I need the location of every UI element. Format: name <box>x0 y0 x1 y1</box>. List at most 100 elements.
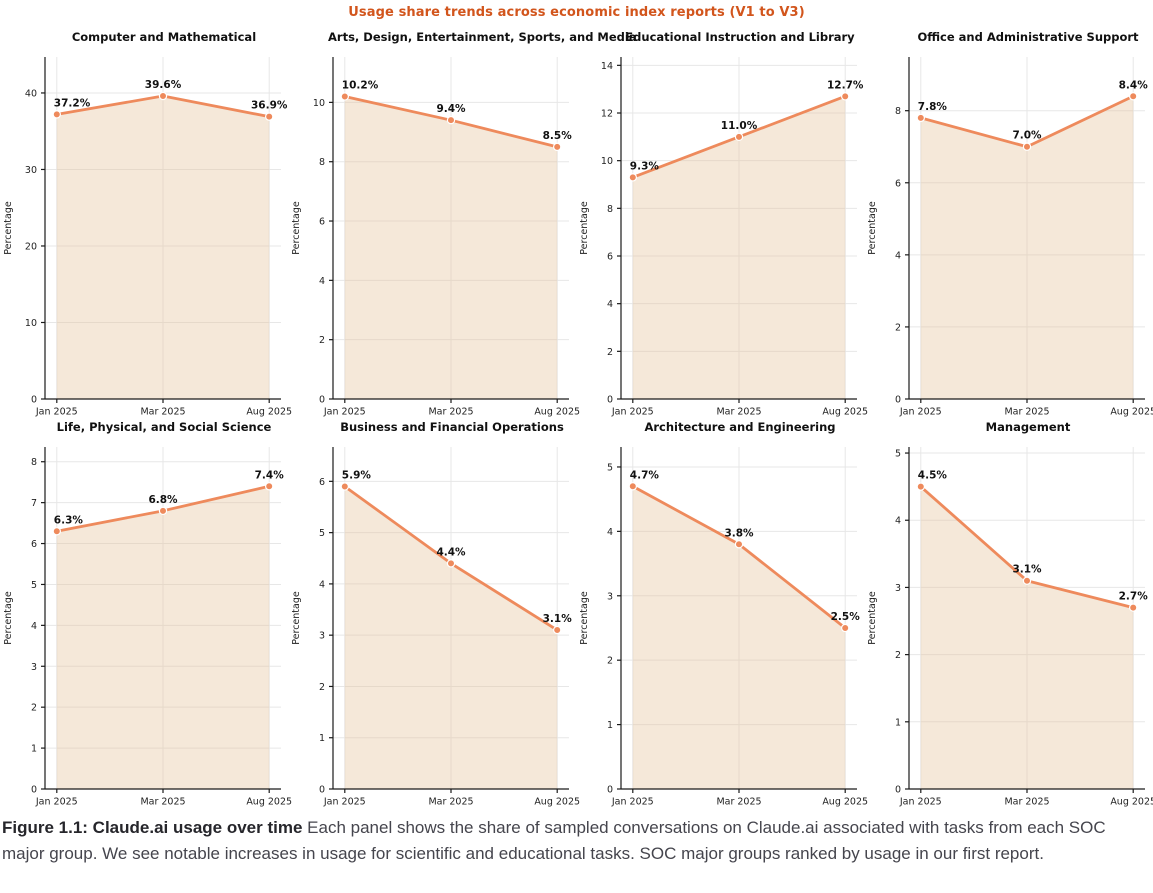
x-tick-label: Jan 2025 <box>323 797 366 808</box>
data-point-label: 12.7% <box>827 79 864 91</box>
data-point-label: 8.4% <box>1119 79 1149 91</box>
y-axis-label: Percentage <box>3 591 14 645</box>
y-tick-label: 6 <box>31 539 37 550</box>
x-tick-label: Mar 2025 <box>1004 407 1049 418</box>
y-tick-label: 8 <box>31 457 37 468</box>
y-tick-label: 5 <box>895 449 901 460</box>
y-tick-label: 6 <box>319 477 325 488</box>
x-tick-label: Aug 2025 <box>534 797 580 808</box>
chart-panel: Educational Instruction and Library 0 2 4 6… <box>576 25 868 418</box>
y-tick-label: 0 <box>319 785 325 796</box>
y-axis-label: Percentage <box>579 591 590 645</box>
y-tick-label: 3 <box>31 662 37 673</box>
panel-title: Computer and Mathematical <box>71 30 257 44</box>
y-axis-label: Percentage <box>579 201 590 255</box>
chart-panel: Architecture and Engineering 0 1 2 3 4 5 Jan 2… <box>576 415 868 808</box>
y-tick-label: 0 <box>607 785 613 796</box>
data-point-label: 2.7% <box>1119 591 1149 603</box>
y-tick-label: 0 <box>31 395 37 406</box>
chart-panel: Office and Administrative Support 0 2 4 6 8 J… <box>864 25 1153 418</box>
data-point-marker <box>916 113 926 123</box>
y-tick-label: 20 <box>25 241 37 252</box>
x-tick-label: Aug 2025 <box>534 407 580 418</box>
data-point-marker <box>52 527 62 536</box>
area-fill <box>56 486 270 789</box>
y-tick-label: 14 <box>601 61 613 72</box>
data-point-label: 7.8% <box>918 101 948 113</box>
data-point-label: 3.1% <box>543 613 573 625</box>
data-point-marker <box>446 559 456 568</box>
line-chart: 0 2 4 6 8 10 12 14 Jan 2025 Mar 2025 Aug 2025 Perce… <box>579 57 868 418</box>
y-tick-label: 1 <box>895 717 901 728</box>
data-point-label: 3.8% <box>724 527 754 539</box>
y-tick-label: 10 <box>601 156 613 167</box>
line-chart: 0 1 2 3 4 5 6 Jan 2025 Mar 2025 Aug 2025 Percentag… <box>291 447 580 808</box>
panel-title: Life, Physical, and Social Science <box>56 420 272 434</box>
y-tick-label: 4 <box>319 276 325 287</box>
line-chart: 0 1 2 3 4 5 Jan 2025 Mar 2025 Aug 2025 Percentage… <box>867 447 1153 808</box>
x-tick-label: Mar 2025 <box>428 407 473 418</box>
data-point-marker <box>340 92 350 101</box>
y-axis-label: Percentage <box>3 201 14 255</box>
line-chart: 0 10 20 30 40 Jan 2025 Mar 2025 Aug 2025 Percent… <box>3 57 292 418</box>
y-tick-label: 8 <box>319 157 325 168</box>
data-point-marker <box>628 482 638 491</box>
x-tick-label: Mar 2025 <box>140 797 185 808</box>
y-tick-label: 7 <box>31 498 37 509</box>
x-tick-label: Aug 2025 <box>822 797 868 808</box>
data-point-label: 4.7% <box>630 469 660 481</box>
panel-grid: Computer and Mathematical 0 10 20 30 40 Jan 2… <box>0 25 1153 808</box>
data-point-marker <box>841 92 850 101</box>
data-point-marker <box>734 132 744 142</box>
data-point-label: 39.6% <box>145 79 182 91</box>
data-point-label: 36.9% <box>251 100 288 112</box>
y-tick-label: 3 <box>607 591 613 602</box>
area-fill <box>344 486 558 789</box>
x-tick-label: Aug 2025 <box>822 407 868 418</box>
panel-title: Architecture and Engineering <box>644 420 836 434</box>
x-tick-label: Jan 2025 <box>611 797 654 808</box>
area-fill <box>632 486 846 789</box>
y-tick-label: 2 <box>319 335 325 346</box>
line-chart: 0 2 4 6 8 10 Jan 2025 Mar 2025 Aug 2025 Percentag… <box>291 57 580 418</box>
x-tick-label: Jan 2025 <box>899 407 942 418</box>
data-point-label: 4.4% <box>436 546 466 558</box>
data-point-marker <box>158 506 168 516</box>
y-tick-label: 2 <box>319 682 325 693</box>
data-point-label: 4.5% <box>918 470 948 482</box>
figure-caption: Figure 1.1: Claude.ai usage over time Ea… <box>0 805 1153 867</box>
y-tick-label: 6 <box>319 217 325 228</box>
y-tick-label: 4 <box>607 299 613 310</box>
y-tick-label: 2 <box>895 650 901 661</box>
x-tick-label: Mar 2025 <box>716 797 761 808</box>
data-point-marker <box>734 540 744 549</box>
y-tick-label: 0 <box>607 395 613 406</box>
chart-panel: Management 0 1 2 3 4 5 Jan 2025 Mar 2025 Aug 202… <box>864 415 1153 808</box>
area-fill <box>344 96 558 399</box>
x-tick-label: Mar 2025 <box>140 407 185 418</box>
y-tick-label: 5 <box>607 462 613 473</box>
y-axis-label: Percentage <box>867 201 878 255</box>
y-tick-label: 2 <box>607 656 613 667</box>
y-axis-label: Percentage <box>291 591 302 645</box>
y-tick-label: 6 <box>895 178 901 189</box>
area-fill <box>56 96 270 399</box>
data-point-label: 10.2% <box>342 79 379 91</box>
data-point-marker <box>1129 92 1138 101</box>
y-tick-label: 12 <box>601 109 613 120</box>
x-tick-label: Mar 2025 <box>428 797 473 808</box>
data-point-marker <box>1022 142 1032 151</box>
figure-title: Usage share trends across economic index… <box>348 5 805 20</box>
x-tick-label: Aug 2025 <box>1110 407 1153 418</box>
area-fill <box>920 486 1134 789</box>
x-tick-label: Aug 2025 <box>1110 797 1153 808</box>
x-tick-label: Mar 2025 <box>1004 797 1049 808</box>
x-tick-label: Mar 2025 <box>716 407 761 418</box>
data-point-marker <box>158 91 168 101</box>
chart-panel: Life, Physical, and Social Science 0 1 2 3 4… <box>0 415 292 808</box>
caption-body: Each panel shows the share of sampled co… <box>2 818 1106 863</box>
chart-panel: Business and Financial Operations 0 1 2 3 4 5… <box>288 415 580 808</box>
x-tick-label: Jan 2025 <box>899 797 942 808</box>
y-tick-label: 0 <box>895 395 901 406</box>
data-point-marker <box>446 115 456 125</box>
